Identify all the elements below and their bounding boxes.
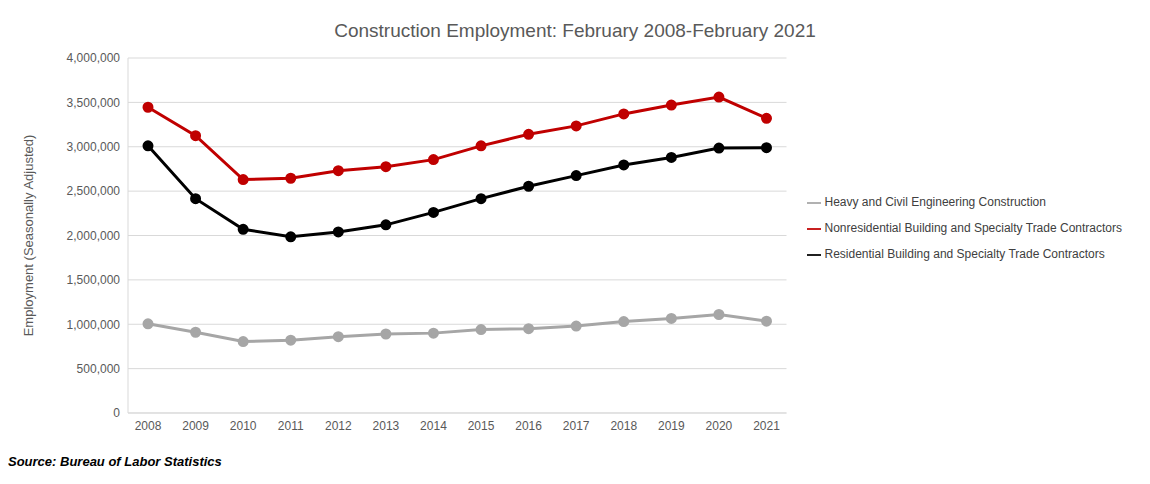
- svg-text:2015: 2015: [468, 419, 495, 433]
- svg-text:2009: 2009: [182, 419, 209, 433]
- svg-text:2018: 2018: [610, 419, 637, 433]
- html-text:Heavy and Civil Engineering Co: Heavy and Civil Engineering Construction: [824, 195, 1046, 209]
- svg-text:2011: 2011: [278, 419, 304, 433]
- svg-text:1,000,000: 1,000,000: [67, 318, 121, 332]
- svg-text:2008: 2008: [135, 419, 162, 433]
- svg-text:2017: 2017: [563, 419, 590, 433]
- svg-text:1,500,000: 1,500,000: [67, 273, 121, 287]
- svg-text:3,500,000: 3,500,000: [67, 96, 121, 110]
- svg-text:2010: 2010: [230, 419, 257, 433]
- svg-text:2019: 2019: [658, 419, 685, 433]
- svg-text:2016: 2016: [515, 419, 542, 433]
- html-text:Nonresidential Building and Sp: Nonresidential Building and Specialty Tr…: [824, 221, 1122, 235]
- html-text:Residential Building and Speci: Residential Building and Specialty Trade…: [824, 247, 1105, 261]
- svg-text:2021: 2021: [753, 419, 780, 433]
- svg-text:500,000: 500,000: [77, 362, 121, 376]
- svg-text:Employment (Seasonally Adjuste: Employment (Seasonally Adjusted): [21, 135, 36, 337]
- html-text:Construction Employment: Febru: Construction Employment: February 2008-F…: [334, 20, 816, 41]
- svg-text:2020: 2020: [706, 419, 733, 433]
- svg-text:0: 0: [113, 406, 120, 420]
- svg-text:2,500,000: 2,500,000: [67, 184, 121, 198]
- svg-text:2014: 2014: [420, 419, 447, 433]
- svg-text:2013: 2013: [373, 419, 400, 433]
- svg-text:2012: 2012: [325, 419, 352, 433]
- svg-text:2,000,000: 2,000,000: [67, 229, 121, 243]
- svg-text:4,000,000: 4,000,000: [67, 51, 121, 65]
- svg-text:3,000,000: 3,000,000: [67, 140, 121, 154]
- html-text:Source: Bureau of Labor Statis: Source: Bureau of Labor Statistics: [8, 454, 222, 469]
